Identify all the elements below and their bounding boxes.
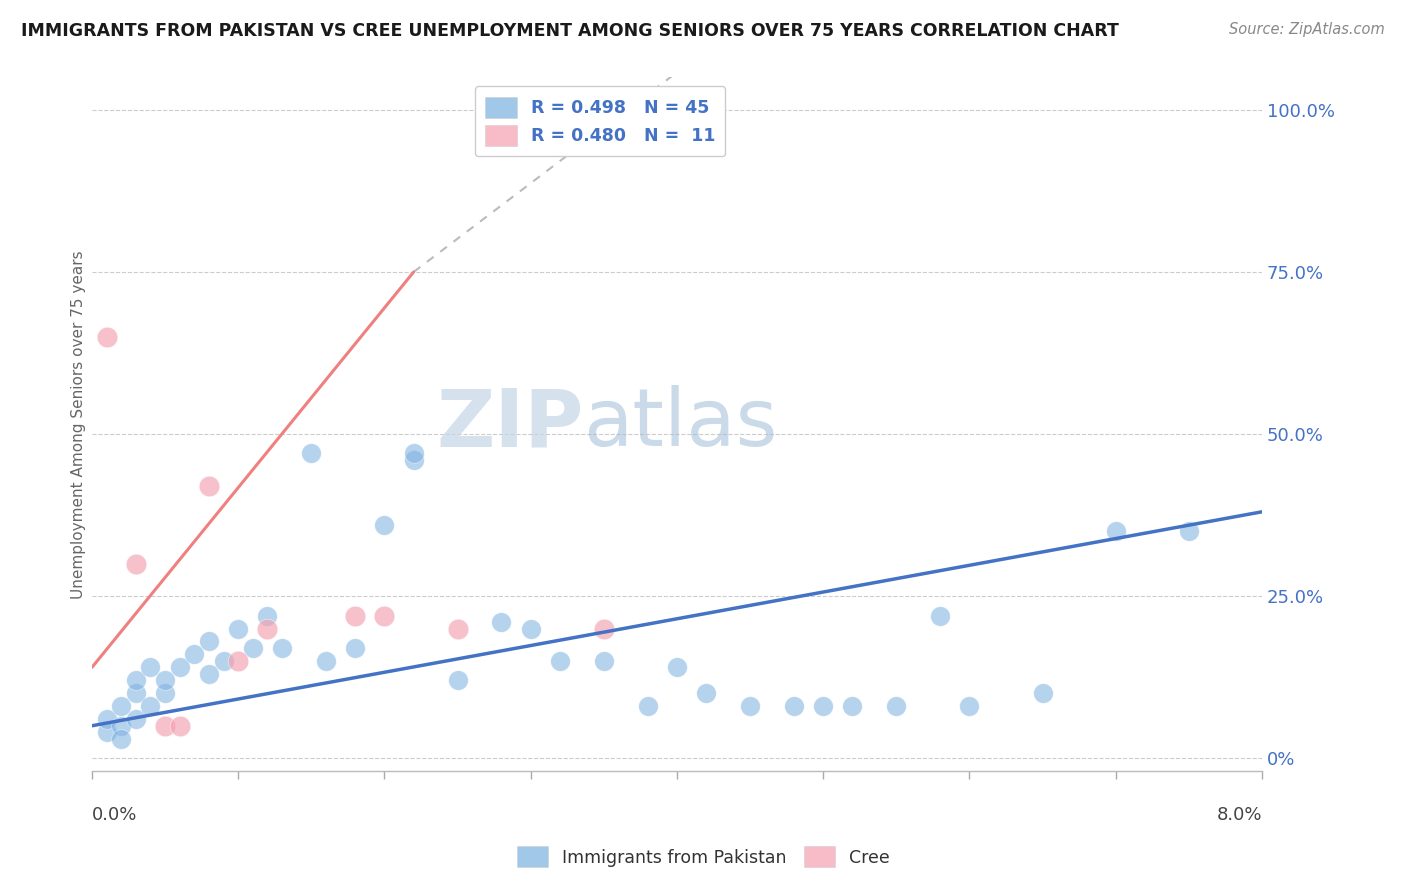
Text: 8.0%: 8.0% (1216, 805, 1263, 824)
Point (373, 608, 395, 623)
Point (592, 622, 614, 636)
Text: atlas: atlas (583, 385, 778, 463)
Point (665, 660, 688, 674)
Text: 0.0%: 0.0% (91, 805, 138, 824)
Text: Source: ZipAtlas.com: Source: ZipAtlas.com (1229, 22, 1385, 37)
Point (402, 446, 425, 460)
Point (226, 622, 249, 636)
Legend: Immigrants from Pakistan, Cree: Immigrants from Pakistan, Cree (509, 839, 897, 874)
Point (110, 719, 132, 733)
Point (198, 479, 221, 493)
Point (373, 517, 395, 532)
Point (139, 660, 162, 674)
Point (198, 634, 221, 648)
Point (96, 712, 118, 726)
Point (1104, 524, 1126, 539)
Point (125, 557, 148, 571)
Point (125, 686, 148, 700)
Point (242, 640, 264, 655)
Point (96, 330, 118, 344)
Point (738, 699, 761, 714)
Point (125, 673, 148, 688)
Point (139, 699, 162, 714)
Point (344, 608, 367, 623)
Y-axis label: Unemployment Among Seniors over 75 years: Unemployment Among Seniors over 75 years (72, 250, 86, 599)
Point (402, 453, 425, 467)
Point (315, 654, 337, 668)
Point (491, 615, 513, 629)
Point (212, 654, 235, 668)
Point (446, 622, 468, 636)
Text: ZIP: ZIP (436, 385, 583, 463)
Point (153, 719, 176, 733)
Point (446, 673, 468, 688)
Point (271, 640, 294, 655)
Point (169, 719, 191, 733)
Point (110, 699, 132, 714)
Point (1178, 524, 1201, 539)
Legend: R = 0.498   N = 45, R = 0.480   N =  11: R = 0.498 N = 45, R = 0.480 N = 11 (475, 87, 725, 156)
Point (169, 660, 191, 674)
Point (783, 699, 806, 714)
Point (957, 699, 980, 714)
Point (256, 608, 278, 623)
Point (226, 654, 249, 668)
Point (637, 699, 659, 714)
Point (841, 699, 863, 714)
Point (183, 648, 205, 662)
Point (96, 725, 118, 739)
Point (153, 673, 176, 688)
Text: IMMIGRANTS FROM PAKISTAN VS CREE UNEMPLOYMENT AMONG SENIORS OVER 75 YEARS CORREL: IMMIGRANTS FROM PAKISTAN VS CREE UNEMPLO… (21, 22, 1119, 40)
Point (884, 699, 907, 714)
Point (198, 666, 221, 681)
Point (110, 731, 132, 746)
Point (256, 622, 278, 636)
Point (929, 608, 952, 623)
Point (695, 686, 717, 700)
Point (125, 712, 148, 726)
Point (592, 654, 614, 668)
Point (153, 686, 176, 700)
Point (344, 640, 367, 655)
Point (519, 622, 541, 636)
Point (548, 654, 571, 668)
Point (299, 446, 322, 460)
Point (1031, 686, 1053, 700)
Point (811, 699, 834, 714)
